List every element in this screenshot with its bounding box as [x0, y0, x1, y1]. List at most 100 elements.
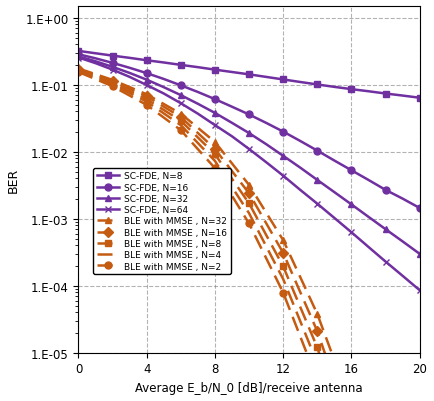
BLE with MMSE , N=32 — [110, 78, 115, 83]
SC-FDE, N=64 — [161, 92, 166, 97]
SC-FDE, N=64 — [247, 147, 252, 152]
SC-FDE, N=64 — [93, 62, 98, 67]
BLE with MMSE , N=4 — [315, 361, 320, 366]
SC-FDE, N=16 — [400, 197, 405, 202]
BLE with MMSE , N=32 — [178, 112, 184, 117]
Line: BLE with MMSE , N=16: BLE with MMSE , N=16 — [75, 67, 423, 401]
SC-FDE, N=64 — [332, 216, 337, 221]
SC-FDE, N=64 — [366, 245, 371, 250]
SC-FDE, N=64 — [212, 124, 217, 128]
SC-FDE, N=32 — [195, 102, 201, 107]
BLE with MMSE , N=4 — [144, 100, 149, 105]
SC-FDE, N=32 — [315, 178, 320, 183]
Line: BLE with MMSE , N=8: BLE with MMSE , N=8 — [75, 67, 423, 401]
SC-FDE, N=8 — [332, 85, 337, 90]
SC-FDE, N=16 — [315, 149, 320, 154]
BLE with MMSE , N=16 — [178, 115, 184, 120]
BLE with MMSE , N=8 — [247, 201, 252, 206]
Line: BLE with MMSE , N=4: BLE with MMSE , N=4 — [79, 72, 420, 401]
BLE with MMSE , N=2 — [110, 85, 115, 89]
SC-FDE, N=32 — [400, 239, 405, 244]
SC-FDE, N=32 — [178, 93, 184, 98]
SC-FDE, N=32 — [298, 166, 303, 170]
SC-FDE, N=16 — [212, 97, 217, 102]
SC-FDE, N=8 — [93, 52, 98, 57]
SC-FDE, N=64 — [383, 259, 388, 264]
SC-FDE, N=16 — [247, 113, 252, 117]
BLE with MMSE , N=8 — [110, 81, 115, 86]
SC-FDE, N=32 — [263, 142, 269, 147]
SC-FDE, N=64 — [298, 188, 303, 193]
SC-FDE, N=8 — [349, 87, 354, 92]
SC-FDE, N=16 — [161, 77, 166, 82]
SC-FDE, N=8 — [212, 68, 217, 73]
Line: SC-FDE, N=32: SC-FDE, N=32 — [75, 54, 423, 257]
BLE with MMSE , N=32 — [144, 93, 149, 97]
X-axis label: Average E_b/N_0 [dB]/receive antenna: Average E_b/N_0 [dB]/receive antenna — [135, 381, 363, 394]
SC-FDE, N=16 — [263, 121, 269, 126]
SC-FDE, N=32 — [417, 252, 422, 257]
BLE with MMSE , N=4 — [178, 124, 184, 128]
SC-FDE, N=8 — [400, 94, 405, 99]
SC-FDE, N=16 — [76, 53, 81, 57]
BLE with MMSE , N=16 — [144, 95, 149, 99]
SC-FDE, N=8 — [110, 54, 115, 59]
SC-FDE, N=8 — [383, 92, 388, 97]
SC-FDE, N=16 — [230, 105, 235, 110]
SC-FDE, N=32 — [161, 85, 166, 90]
BLE with MMSE , N=16 — [280, 251, 286, 255]
SC-FDE, N=32 — [280, 154, 286, 159]
SC-FDE, N=8 — [366, 89, 371, 94]
SC-FDE, N=16 — [195, 90, 201, 95]
SC-FDE, N=32 — [93, 60, 98, 65]
SC-FDE, N=8 — [280, 78, 286, 83]
SC-FDE, N=64 — [417, 288, 422, 293]
Line: SC-FDE, N=64: SC-FDE, N=64 — [75, 55, 423, 294]
BLE with MMSE , N=32 — [247, 183, 252, 188]
SC-FDE, N=8 — [315, 83, 320, 88]
BLE with MMSE , N=16 — [76, 68, 81, 73]
SC-FDE, N=8 — [76, 49, 81, 54]
BLE with MMSE , N=4 — [212, 159, 217, 164]
SC-FDE, N=32 — [127, 71, 132, 76]
SC-FDE, N=8 — [417, 96, 422, 101]
BLE with MMSE , N=2 — [144, 103, 149, 108]
BLE with MMSE , N=4 — [110, 83, 115, 88]
SC-FDE, N=64 — [144, 83, 149, 88]
BLE with MMSE , N=32 — [280, 238, 286, 243]
SC-FDE, N=8 — [298, 80, 303, 85]
SC-FDE, N=64 — [315, 202, 320, 207]
BLE with MMSE , N=32 — [212, 140, 217, 145]
BLE with MMSE , N=4 — [76, 69, 81, 74]
SC-FDE, N=64 — [280, 174, 286, 178]
BLE with MMSE , N=2 — [178, 128, 184, 133]
SC-FDE, N=32 — [366, 215, 371, 220]
SC-FDE, N=16 — [417, 206, 422, 211]
SC-FDE, N=16 — [332, 159, 337, 164]
Line: BLE with MMSE , N=32: BLE with MMSE , N=32 — [75, 66, 423, 401]
Line: BLE with MMSE , N=2: BLE with MMSE , N=2 — [75, 69, 423, 401]
BLE with MMSE , N=2 — [247, 221, 252, 226]
SC-FDE, N=16 — [127, 66, 132, 71]
BLE with MMSE , N=8 — [144, 97, 149, 102]
SC-FDE, N=32 — [76, 55, 81, 60]
BLE with MMSE , N=8 — [178, 119, 184, 124]
SC-FDE, N=32 — [247, 132, 252, 136]
BLE with MMSE , N=4 — [247, 211, 252, 216]
SC-FDE, N=8 — [161, 61, 166, 66]
SC-FDE, N=64 — [178, 101, 184, 106]
BLE with MMSE , N=2 — [315, 378, 320, 383]
BLE with MMSE , N=4 — [280, 277, 286, 282]
SC-FDE, N=16 — [298, 139, 303, 144]
BLE with MMSE , N=8 — [280, 264, 286, 269]
Line: SC-FDE, N=16: SC-FDE, N=16 — [75, 52, 423, 212]
SC-FDE, N=8 — [247, 73, 252, 77]
BLE with MMSE , N=32 — [76, 67, 81, 72]
SC-FDE, N=32 — [144, 78, 149, 83]
SC-FDE, N=8 — [144, 59, 149, 63]
SC-FDE, N=16 — [366, 178, 371, 183]
SC-FDE, N=32 — [383, 227, 388, 232]
SC-FDE, N=8 — [127, 56, 132, 61]
SC-FDE, N=16 — [383, 188, 388, 193]
SC-FDE, N=64 — [195, 112, 201, 117]
